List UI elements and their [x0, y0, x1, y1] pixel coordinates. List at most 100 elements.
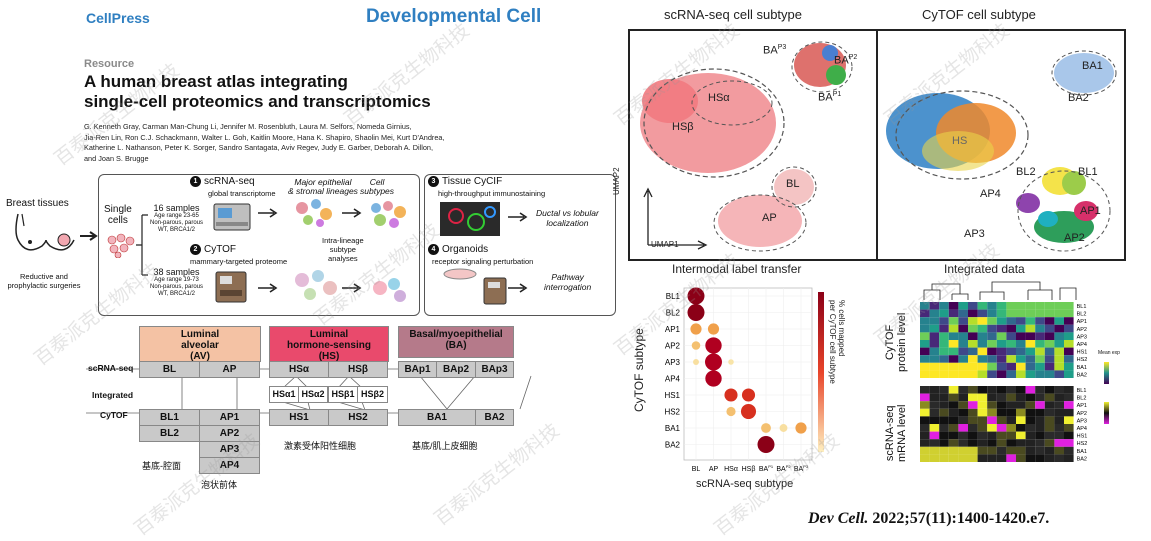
heatmap-cell: [977, 408, 988, 417]
heatmap-cell: [1064, 416, 1074, 424]
heatmap-cell: [929, 439, 940, 447]
heatmap-cell: [1025, 340, 1036, 348]
umap1-axis-label: UMAP1: [651, 240, 679, 249]
heatmap-cell: [1006, 408, 1016, 417]
transfer-dot: [707, 323, 720, 335]
heatmap-cell: [929, 340, 940, 348]
transfer-dot: [795, 422, 807, 434]
label-ap1: AP1: [1080, 205, 1101, 217]
heatmap-cell: [958, 302, 968, 310]
heatmap-cell: [1006, 393, 1016, 402]
heatmap-cell: [939, 302, 949, 310]
cells-icon: [107, 233, 135, 258]
subtype-umap-icon: [371, 201, 406, 228]
heatmap-cell: [968, 332, 978, 340]
heatmap-cell: [1064, 317, 1074, 325]
heatmap-cell: [977, 347, 988, 356]
heatmap-cell: [929, 431, 940, 440]
cell-ap2: AP2: [199, 425, 260, 442]
heatmap-cell: [1016, 332, 1026, 340]
heatmap-cell: [977, 393, 988, 402]
heatmap-cell: [996, 454, 1007, 462]
color-scale-bar: [818, 292, 824, 452]
heatmap-cell: [1016, 362, 1026, 371]
heatmap-cell: [1016, 446, 1026, 455]
heatmap-cell: [977, 362, 988, 371]
heatmap-cell: [987, 317, 997, 325]
heatmap-cell: [1064, 324, 1074, 333]
cell-hs2: HS2: [328, 409, 388, 426]
heatmap-cell: [1025, 347, 1036, 356]
heatmap-cell: [1025, 386, 1036, 394]
heatmap-cell: [920, 439, 930, 447]
heatmap-cell: [1025, 302, 1036, 310]
heatmap-cell: [1025, 446, 1036, 455]
heatmap-cell: [1006, 439, 1016, 447]
heatmap-cell: [958, 340, 968, 348]
heatmap-cell: [1006, 401, 1016, 409]
label-ba1: BA1: [1082, 60, 1103, 72]
transfer-dot: [687, 287, 705, 305]
heatmap-cell: [1044, 416, 1055, 424]
heatmap-cell: [1035, 362, 1045, 371]
major-lineages-label: Major epithelial & stromal lineages: [288, 177, 358, 196]
heatmap-cell: [1044, 431, 1055, 440]
heatmap-cell: [977, 416, 988, 424]
heatmap-cell: [1064, 439, 1074, 447]
cellpress-logo: CellPress: [86, 10, 150, 26]
row-label: BA1: [665, 424, 681, 433]
heatmap-cell: [1035, 386, 1045, 394]
heatmap-cell: [968, 302, 978, 310]
cell-bl: BL: [139, 361, 200, 378]
heatmap-cell: [968, 431, 978, 440]
heatmap-cell: [1064, 401, 1074, 409]
heatmap-cell: [977, 332, 988, 340]
label-bl: BL: [786, 178, 800, 190]
heatmap-cell: [1054, 355, 1064, 363]
heatmap-cell: [939, 393, 949, 402]
label-ap2: AP2: [1064, 232, 1085, 244]
heatmap-cell: [929, 309, 940, 318]
heatmap-cell: [1044, 446, 1055, 455]
lineage-umap-icon: [296, 199, 332, 227]
single-cells-label: Single cells: [104, 204, 132, 226]
heatmap-cell: [939, 309, 949, 318]
luminal-hs-header: Luminal hormone-sensing (HS): [269, 326, 389, 362]
heatmap-cell: [1054, 446, 1064, 455]
heatmap-cell: [996, 393, 1007, 402]
heatmap-cell: [958, 431, 968, 440]
heatmap-cell: [939, 416, 949, 424]
cell-ap: AP: [199, 361, 260, 378]
heatmap-cell: [929, 370, 940, 378]
heatmap-cell: [1044, 454, 1055, 462]
heatmap-cell: [1035, 401, 1045, 409]
heatmap-cell: [1054, 347, 1064, 356]
heatmap-row-label: AP4: [1077, 426, 1087, 432]
heatmap-cell: [1006, 340, 1016, 348]
transfer-xlabel: scRNA-seq subtype: [696, 478, 794, 490]
heatmap-cell: [948, 446, 959, 455]
heatmap-cell: [1064, 332, 1074, 340]
methods-box: [98, 174, 420, 316]
heatmap-cell: [1064, 446, 1074, 455]
heatmap-cell: [929, 386, 940, 394]
heatmap-cell: [1006, 332, 1016, 340]
heatmap-cell: [920, 309, 930, 318]
heatmap-row-label: AP3: [1077, 334, 1087, 340]
heatmap-cell: [958, 355, 968, 363]
heatmap-cell: [1025, 431, 1036, 440]
heatmap-cell: [1054, 416, 1064, 424]
reductive-label: Reductive and prophylactic surgeries: [7, 272, 81, 290]
heatmap-cell: [996, 439, 1007, 447]
heatmap-cell: [968, 408, 978, 417]
heatmap-cell: [939, 408, 949, 417]
heatmap-cell: [929, 446, 940, 455]
umap-cytof-title: CyTOF cell subtype: [922, 7, 1036, 22]
heatmap-row-label: BL2: [1077, 396, 1087, 402]
heatmap-cell: [987, 302, 997, 310]
heatmap-cell: [977, 439, 988, 447]
heatmap-cell: [958, 309, 968, 318]
heatmap-cell: [939, 362, 949, 371]
row-label: BL1: [666, 292, 681, 301]
transfer-dot: [728, 359, 734, 365]
